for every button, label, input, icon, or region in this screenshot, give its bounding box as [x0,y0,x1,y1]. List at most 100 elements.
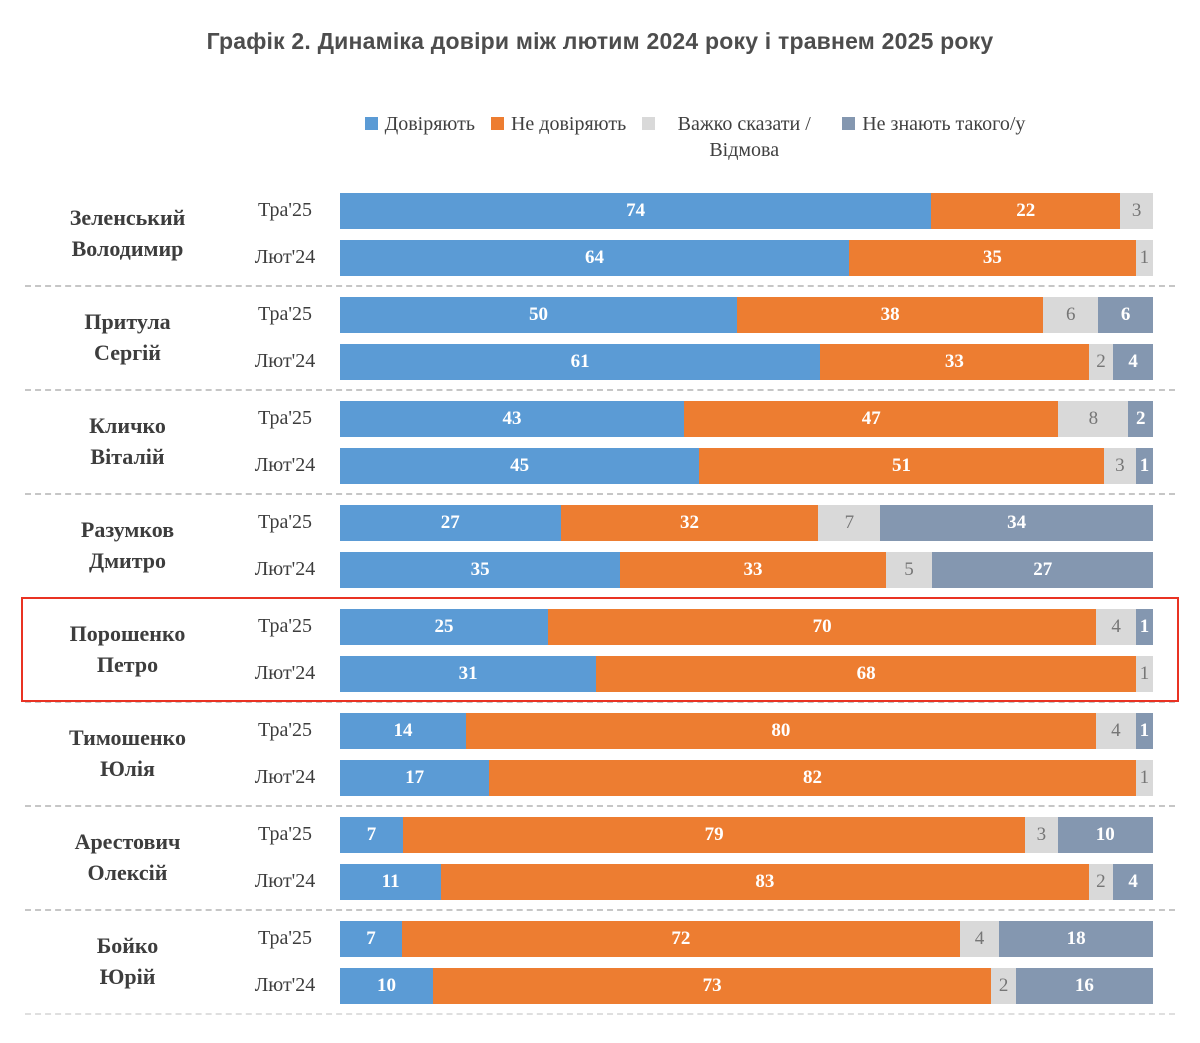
legend-swatch-dont-know [842,117,856,130]
period-label: Лют'24 [254,558,316,580]
segment-hard-to-say: 2 [1088,343,1114,380]
politician-name: Арестович Олексій [74,829,181,885]
period-label: Лют'24 [254,662,316,684]
bar-row: Тра'25 27 32 7 34 [230,499,1175,546]
period-label: Тра'25 [258,199,312,221]
segment-value: 22 [1016,199,1036,221]
stacked-bar: 27 32 7 34 [340,504,1153,541]
segment-distrust: 51 [699,447,1104,484]
segment-value: 1 [1139,615,1150,637]
politician-name: Зеленський Володимир [69,205,186,261]
stacked-bar: 11 83 2 4 [340,863,1153,900]
segment-value: 70 [812,615,832,637]
segment-value: 51 [891,454,911,476]
segment-dont-know: 18 [999,920,1153,957]
chart-area: Зеленський Володимир Тра'25 74 22 3 Лют'24 64 35… [21,183,1179,1015]
segment-distrust: 82 [489,759,1136,796]
segment-trust: 7 [340,920,402,957]
group-rows: Тра'25 7 72 4 18 Лют'24 10 73 2 16 [230,915,1175,1009]
segment-distrust: 22 [931,192,1121,229]
bar-row: Тра'25 7 72 4 18 [230,915,1175,962]
segment-value: 4 [1111,615,1121,637]
segment-value: 47 [861,407,881,429]
stacked-bar: 7 72 4 18 [340,920,1153,957]
segment-value: 7 [366,927,376,949]
segment-dont-know: 34 [880,504,1153,541]
segment-trust: 14 [340,712,466,749]
legend-item-distrust: Не довіряють [490,111,627,137]
segment-trust: 17 [340,759,490,796]
segment-value: 83 [755,870,775,892]
segment-value: 43 [502,407,522,429]
segment-value: 2 [1135,407,1146,429]
segment-dont-know: 4 [1113,343,1153,380]
stacked-bar: 10 73 2 16 [340,967,1153,1004]
politician-group-4: Разумков Дмитро Тра'25 27 32 7 34 Лют'24 35 33 5 27 [25,495,1175,599]
period-label: Тра'25 [258,511,312,533]
legend-swatch-trust [364,117,378,130]
segment-value: 80 [771,719,791,741]
segment-value: 10 [1095,823,1115,845]
segment-value: 34 [1007,511,1027,533]
legend-swatch-hard-to-say [642,117,656,130]
stacked-bar: 25 70 4 1 [340,608,1153,645]
segment-hard-to-say: 1 [1135,239,1153,276]
segment-distrust: 47 [684,400,1059,437]
period-label: Тра'25 [258,615,312,637]
segment-distrust: 33 [620,551,886,588]
period-label: Тра'25 [258,823,312,845]
period-label: Лют'24 [254,350,316,372]
segment-value: 50 [529,303,548,325]
politician-name: Бойко Юрій [96,933,159,989]
stacked-bar: 50 38 6 6 [340,296,1153,333]
segment-trust: 43 [340,400,685,437]
politician-group-7: Арестович Олексій Тра'25 7 79 3 10 Лют'24 11 83 2 4 [25,807,1175,911]
bar-row: Лют'24 35 33 5 27 [230,546,1175,593]
segment-dont-know: 10 [1057,816,1153,853]
segment-value: 38 [880,303,900,325]
segment-value: 79 [704,823,724,845]
bar-row: Тра'25 43 47 8 2 [230,395,1175,442]
period-label: Тра'25 [258,927,312,949]
segment-distrust: 33 [820,343,1089,380]
segment-value: 18 [1066,927,1086,949]
segment-trust: 25 [340,608,548,645]
bar-row: Тра'25 7 79 3 10 [230,811,1175,858]
segment-value: 8 [1088,407,1099,429]
segment-value: 14 [393,719,413,741]
bar-row: Лют'24 31 68 1 [230,650,1175,697]
legend-label-distrust: Не довіряють [510,113,627,135]
politician-group-8: Бойко Юрій Тра'25 7 72 4 18 Лют'24 10 73 2 16 [25,911,1175,1015]
segment-value: 1 [1139,662,1150,684]
segment-value: 3 [1131,199,1142,221]
segment-value: 35 [470,558,490,580]
segment-hard-to-say: 5 [885,551,933,588]
segment-value: 4 [1128,870,1138,892]
group-rows: Тра'25 43 47 8 2 Лют'24 45 51 3 1 [230,395,1175,489]
segment-trust: 10 [340,967,433,1004]
segment-value: 82 [802,766,822,788]
segment-hard-to-say: 8 [1058,400,1129,437]
segment-value: 33 [944,350,964,372]
segment-value: 27 [440,511,460,533]
politician-group-6: Тимошенко Юлія Тра'25 14 80 4 1 Лют'24 17 82 1 [25,703,1175,807]
segment-value: 64 [584,246,604,268]
segment-trust: 50 [340,296,737,333]
stacked-bar: 43 47 8 2 [340,400,1153,437]
segment-trust: 35 [340,551,621,588]
group-rows: Тра'25 7 79 3 10 Лют'24 11 83 2 4 [230,811,1175,905]
politician-name: Кличко Віталій [89,413,166,469]
bar-row: Тра'25 25 70 4 1 [230,603,1175,650]
period-label: Тра'25 [258,407,312,429]
period-label: Лют'24 [254,766,316,788]
segment-hard-to-say: 3 [1120,192,1153,229]
segment-dont-know: 27 [932,551,1154,588]
group-rows: Тра'25 74 22 3 Лют'24 64 35 1 [230,187,1175,281]
legend-item-dont-know: Не знають такого/у [842,111,1025,137]
segment-value: 1 [1139,246,1150,268]
period-label: Тра'25 [258,719,312,741]
politician-name: Порошенко Петро [69,621,186,677]
segment-value: 3 [1115,454,1125,476]
segment-value: 6 [1065,303,1076,325]
segment-distrust: 70 [548,608,1097,645]
